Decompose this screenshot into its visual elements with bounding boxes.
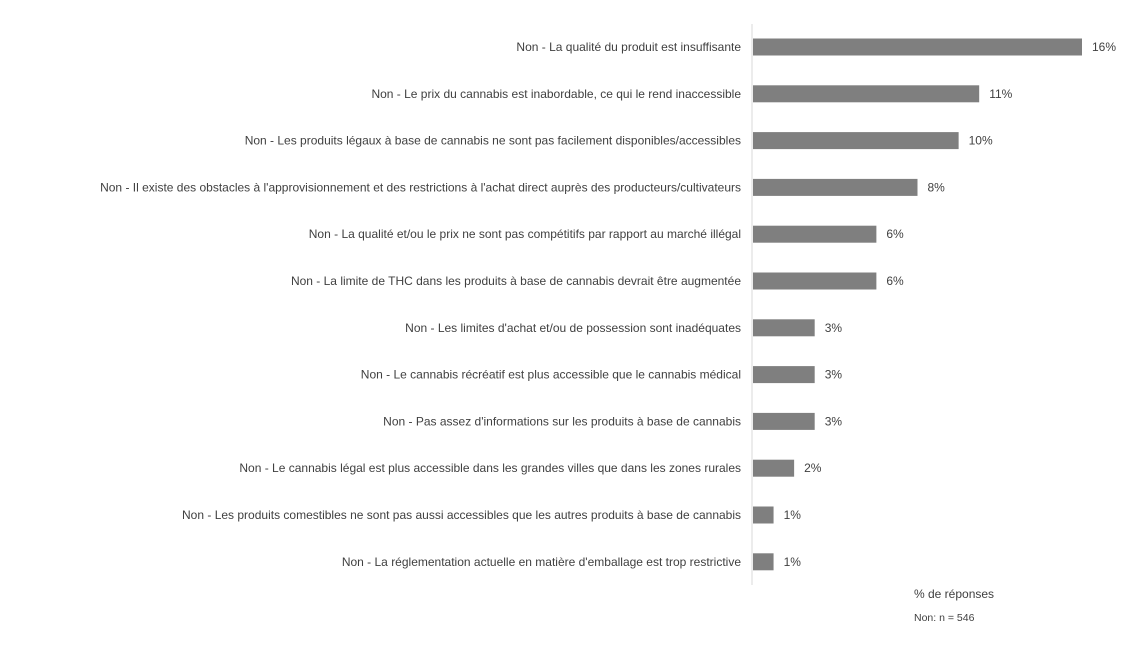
bar	[753, 38, 1082, 56]
data-label: 6%	[886, 227, 904, 241]
data-label: 3%	[825, 368, 843, 382]
bar	[753, 319, 815, 337]
category-label: Non - Les limites d'achat et/ou de posse…	[405, 321, 741, 335]
data-label: 2%	[804, 461, 822, 475]
data-label: 11%	[989, 87, 1012, 101]
bar	[753, 412, 815, 430]
data-label: 10%	[969, 134, 993, 148]
category-label: Non - Le cannabis récréatif est plus acc…	[361, 368, 741, 382]
data-label: 3%	[825, 414, 843, 428]
category-label: Non - Les produits légaux à base de cann…	[245, 134, 741, 148]
category-label: Non - La qualité et/ou le prix ne sont p…	[309, 227, 741, 241]
category-label: Non - La réglementation actuelle en mati…	[342, 555, 741, 569]
category-label: Non - Le prix du cannabis est inabordabl…	[371, 87, 741, 101]
sample-size-note: Non: n = 546	[914, 612, 975, 624]
bar	[753, 272, 877, 290]
bar	[753, 553, 774, 571]
bar	[753, 506, 774, 524]
category-label: Non - Il existe des obstacles à l'approv…	[100, 180, 741, 194]
bar	[753, 85, 980, 103]
category-label: Non - La limite de THC dans les produits…	[291, 274, 741, 288]
x-axis-title: % de réponses	[914, 587, 995, 601]
category-label: Non - Les produits comestibles ne sont p…	[182, 508, 741, 522]
data-label: 1%	[784, 508, 802, 522]
data-label: 16%	[1092, 40, 1116, 54]
data-label: 3%	[825, 321, 843, 335]
data-label: 8%	[928, 180, 946, 194]
category-label: Non - Pas assez d'informations sur les p…	[383, 414, 741, 428]
category-label: Non - Le cannabis légal est plus accessi…	[239, 461, 741, 475]
data-label: 6%	[886, 274, 904, 288]
category-label: Non - La qualité du produit est insuffis…	[516, 40, 741, 54]
bar	[753, 366, 815, 384]
bar	[753, 225, 877, 243]
bar	[753, 459, 795, 477]
bar	[753, 178, 918, 196]
data-label: 1%	[784, 555, 802, 569]
bar	[753, 132, 959, 150]
